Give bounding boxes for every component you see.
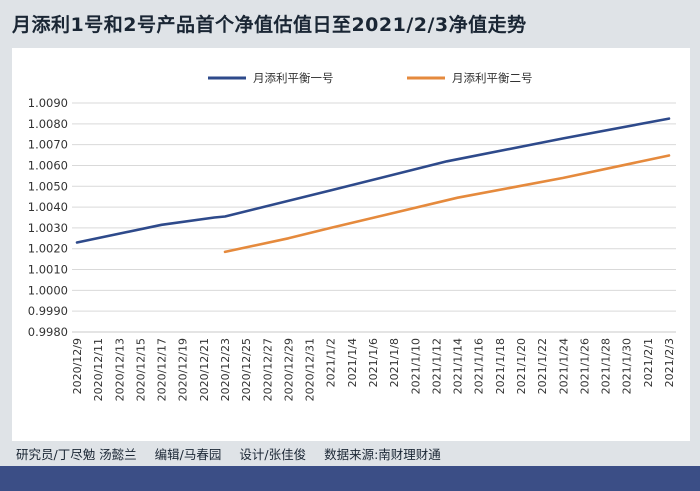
x-tick-label: 2021/1/18	[494, 338, 507, 394]
x-tick-label: 2021/1/24	[557, 338, 570, 394]
y-tick-label: 1.0080	[28, 117, 68, 131]
y-tick-label: 1.0060	[28, 158, 68, 172]
x-tick-label: 2021/1/20	[515, 338, 528, 394]
x-tick-label: 2021/1/26	[578, 338, 591, 394]
y-tick-label: 1.0040	[28, 200, 68, 214]
y-tick-label: 1.0070	[28, 138, 68, 152]
x-tick-label: 2020/12/13	[113, 338, 126, 401]
line-chart: 0.9980 0.9990 1.0000 1.0010 1.0020 1.0030 1.00…	[28, 71, 676, 401]
x-tick-label: 2021/1/30	[621, 338, 634, 394]
series-line-1	[75, 117, 671, 244]
y-tick-label: 1.0030	[28, 221, 68, 235]
researcher-credit: 研究员/丁尽勉 汤懿兰	[16, 447, 137, 462]
x-tick-label: 2020/12/11	[92, 338, 105, 401]
legend: 月添利平衡一号 月添利平衡二号	[208, 71, 533, 85]
x-tick-label: 2021/1/8	[388, 338, 401, 387]
grid-lines	[72, 102, 676, 333]
y-tick-label: 1.0010	[28, 263, 68, 277]
credits-line: 研究员/丁尽勉 汤懿兰 编辑/马春园 设计/张佳俊 数据来源:南财理财通	[16, 444, 455, 463]
x-tick-label: 2021/1/16	[473, 338, 486, 394]
x-tick-label: 2021/1/4	[346, 338, 359, 387]
chart-title: 月添利1号和2号产品首个净值估值日至2021/2/3净值走势	[12, 14, 527, 36]
y-tick-label: 1.0020	[28, 242, 68, 256]
x-tick-label: 2021/1/22	[536, 338, 549, 394]
legend-label-1: 月添利平衡一号	[253, 71, 334, 85]
series-lines	[75, 117, 671, 254]
x-tick-label: 2020/12/31	[304, 338, 317, 401]
x-tick-label: 2020/12/9	[71, 338, 84, 394]
x-tick-label: 2021/1/12	[430, 338, 443, 394]
x-tick-label: 2020/12/17	[156, 338, 169, 401]
y-axis-ticks: 0.9980 0.9990 1.0000 1.0010 1.0020 1.0030 1.00…	[28, 96, 68, 339]
x-tick-label: 2020/12/19	[177, 338, 190, 401]
design-credit: 设计/张佳俊	[239, 447, 307, 462]
chart-card: 0.9980 0.9990 1.0000 1.0010 1.0020 1.0030 1.00…	[12, 48, 690, 441]
x-tick-label: 2020/12/27	[261, 338, 274, 401]
x-tick-label: 2021/1/2	[325, 338, 338, 387]
y-tick-label: 0.9980	[28, 325, 68, 339]
x-tick-label: 2020/12/29	[282, 338, 295, 401]
x-tick-label: 2021/1/10	[409, 338, 422, 394]
x-tick-label: 2020/12/23	[219, 338, 232, 401]
legend-label-2: 月添利平衡二号	[452, 71, 533, 85]
x-tick-label: 2021/2/3	[663, 338, 676, 387]
source-credit: 数据来源:南财理财通	[324, 447, 441, 462]
y-tick-label: 1.0050	[28, 179, 68, 193]
y-tick-label: 0.9990	[28, 304, 68, 318]
x-tick-label: 2021/1/14	[452, 338, 465, 394]
x-tick-label: 2021/2/1	[642, 338, 655, 387]
editor-credit: 编辑/马春园	[154, 447, 222, 462]
y-tick-label: 1.0000	[28, 283, 68, 297]
x-tick-label: 2021/1/28	[600, 338, 613, 394]
bottom-bar	[0, 466, 700, 491]
x-tick-label: 2020/12/25	[240, 338, 253, 401]
x-tick-label: 2020/12/15	[134, 338, 147, 401]
x-axis-ticks: 2020/12/9 2020/12/11 2020/12/13 2020/12/15 2…	[71, 338, 676, 401]
y-tick-label: 1.0090	[28, 96, 68, 110]
x-tick-label: 2020/12/21	[198, 338, 211, 401]
x-tick-label: 2021/1/6	[367, 338, 380, 387]
series-line-2	[223, 154, 671, 254]
